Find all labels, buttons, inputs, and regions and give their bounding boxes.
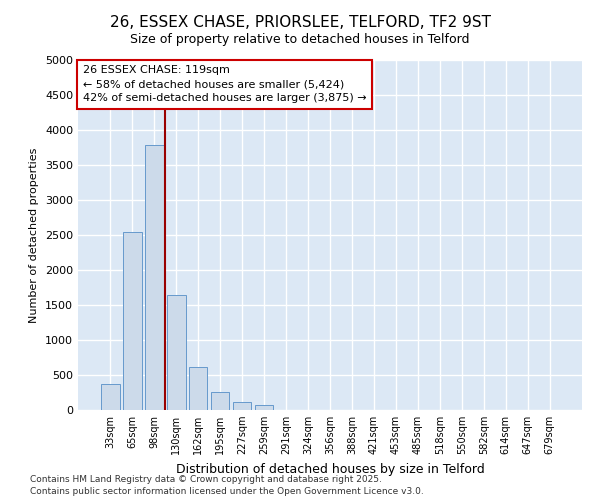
Text: 26 ESSEX CHASE: 119sqm
← 58% of detached houses are smaller (5,424)
42% of semi-: 26 ESSEX CHASE: 119sqm ← 58% of detached… bbox=[83, 66, 367, 104]
Text: Contains public sector information licensed under the Open Government Licence v3: Contains public sector information licen… bbox=[30, 486, 424, 496]
Y-axis label: Number of detached properties: Number of detached properties bbox=[29, 148, 40, 322]
Bar bbox=[189, 366, 208, 410]
Text: 26, ESSEX CHASE, PRIORSLEE, TELFORD, TF2 9ST: 26, ESSEX CHASE, PRIORSLEE, TELFORD, TF2… bbox=[110, 15, 491, 30]
Bar bbox=[123, 232, 142, 410]
Text: Contains HM Land Registry data © Crown copyright and database right 2025.: Contains HM Land Registry data © Crown c… bbox=[30, 476, 382, 484]
Bar bbox=[101, 384, 119, 410]
Bar bbox=[167, 294, 185, 410]
Bar bbox=[145, 146, 164, 410]
Text: Size of property relative to detached houses in Telford: Size of property relative to detached ho… bbox=[130, 34, 470, 46]
Bar bbox=[255, 405, 274, 410]
X-axis label: Distribution of detached houses by size in Telford: Distribution of detached houses by size … bbox=[176, 462, 484, 475]
Bar bbox=[233, 402, 251, 410]
Bar bbox=[211, 392, 229, 410]
